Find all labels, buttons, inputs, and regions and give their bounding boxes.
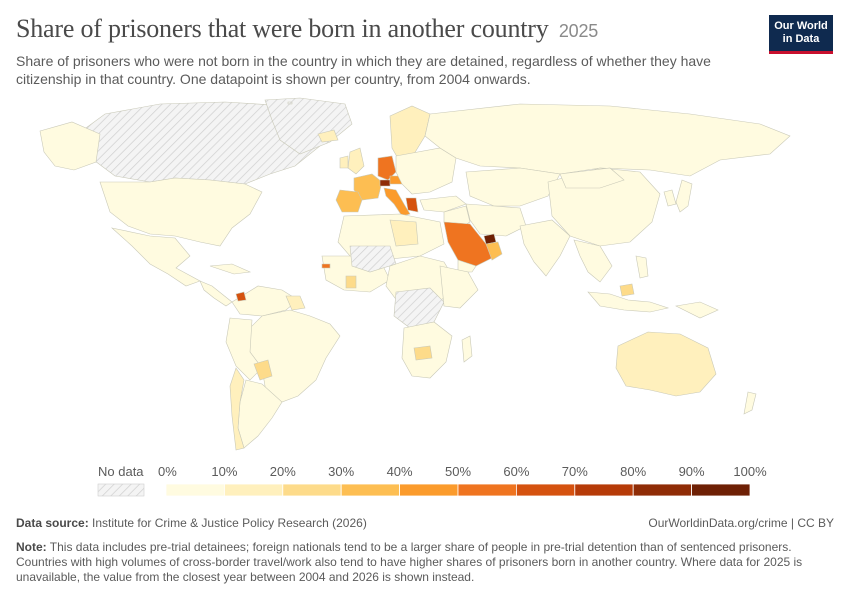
region-papua[interactable] bbox=[675, 301, 719, 319]
legend-ticks: 0% 10% 20% 30% 40% 50% 60% 70% 80% 90% 100% bbox=[158, 464, 767, 479]
region-alaska[interactable] bbox=[39, 121, 101, 171]
legend-swatch[interactable] bbox=[165, 483, 225, 497]
legend-swatch[interactable] bbox=[574, 483, 634, 497]
source-label: Data source: bbox=[16, 516, 89, 530]
logo-line-2: in Data bbox=[782, 33, 820, 45]
note-text: This data includes pre-trial detainees; … bbox=[16, 540, 803, 584]
legend-swatch[interactable] bbox=[340, 483, 401, 497]
region-antarctica-fragment bbox=[287, 101, 293, 105]
region-guianas[interactable] bbox=[285, 295, 306, 311]
region-switzerland[interactable] bbox=[379, 179, 391, 187]
region-turkey[interactable] bbox=[419, 195, 467, 213]
source-link[interactable]: OurWorldinData.org/crime | CC BY bbox=[648, 516, 834, 530]
region-saudi-arabia[interactable] bbox=[443, 221, 493, 267]
region-india[interactable] bbox=[519, 219, 571, 277]
chart-title: Share of prisoners that were born in ano… bbox=[16, 14, 756, 44]
chart-subtitle: Share of prisoners who were not born in … bbox=[16, 53, 711, 87]
legend-swatch[interactable] bbox=[632, 483, 693, 497]
legend-swatch[interactable] bbox=[282, 483, 342, 497]
region-oman[interactable] bbox=[485, 241, 503, 261]
region-ghana[interactable] bbox=[345, 275, 357, 289]
legend-tick-label: 60% bbox=[503, 464, 529, 479]
region-east-africa[interactable] bbox=[439, 265, 479, 309]
region-peru-bolivia[interactable] bbox=[225, 317, 263, 381]
region-philippines[interactable] bbox=[635, 255, 649, 279]
legend-tick-label: 40% bbox=[387, 464, 413, 479]
region-yemen[interactable] bbox=[457, 259, 477, 273]
region-cuba[interactable] bbox=[209, 263, 252, 275]
legend-tick-label: 0% bbox=[158, 464, 177, 479]
region-canada[interactable] bbox=[74, 101, 326, 185]
title-year: 2025 bbox=[558, 21, 599, 41]
region-senegal[interactable] bbox=[321, 263, 331, 269]
owid-logo[interactable]: Our World in Data bbox=[769, 15, 833, 54]
region-malaysia[interactable] bbox=[619, 283, 635, 297]
region-french-guiana[interactable] bbox=[235, 291, 247, 302]
region-usa[interactable] bbox=[99, 177, 263, 247]
note-label: Note: bbox=[16, 540, 47, 554]
legend-tick-label: 10% bbox=[211, 464, 237, 479]
region-uk[interactable] bbox=[347, 147, 365, 175]
legend-svg: No data 0% 10% 20% 30% 40% 50% 60% 70% 80% 90% 100… bbox=[97, 464, 767, 497]
data-source: Data source: Institute for Crime & Justi… bbox=[16, 516, 367, 531]
region-iceland[interactable] bbox=[317, 129, 339, 143]
region-france[interactable] bbox=[353, 173, 383, 201]
chart-footer: Data source: Institute for Crime & Justi… bbox=[16, 516, 834, 585]
title-text: Share of prisoners that were born in ano… bbox=[16, 14, 549, 43]
chart-note: Note: This data includes pre-trial detai… bbox=[16, 540, 834, 585]
region-southeast-asia[interactable] bbox=[573, 239, 613, 283]
region-central-asia[interactable] bbox=[465, 167, 561, 207]
legend-swatch[interactable] bbox=[691, 483, 751, 497]
legend-tick-label: 50% bbox=[445, 464, 471, 479]
region-chile[interactable] bbox=[229, 367, 245, 451]
world-map-svg bbox=[39, 97, 791, 451]
legend-tick-label: 70% bbox=[562, 464, 588, 479]
footer-source-row: Data source: Institute for Crime & Justi… bbox=[16, 516, 834, 531]
region-madagascar[interactable] bbox=[461, 335, 473, 363]
region-new-zealand[interactable] bbox=[743, 391, 757, 415]
legend-tick-label: 100% bbox=[733, 464, 767, 479]
region-ireland[interactable] bbox=[339, 155, 349, 169]
legend-swatch[interactable] bbox=[223, 483, 284, 497]
region-iran-afghanistan[interactable] bbox=[465, 203, 527, 237]
region-russia[interactable] bbox=[424, 103, 791, 177]
region-iberia[interactable] bbox=[335, 189, 363, 213]
logo-line-1: Our World bbox=[774, 20, 828, 32]
region-eastern-europe[interactable] bbox=[395, 147, 457, 195]
legend-no-data-label: No data bbox=[98, 464, 144, 479]
color-legend: No data 0% 10% 20% 30% 40% 50% 60% 70% 80% 90% 100… bbox=[0, 462, 850, 502]
region-sahel-nodata[interactable] bbox=[349, 245, 397, 273]
region-italy[interactable] bbox=[383, 187, 411, 217]
region-mongolia[interactable] bbox=[559, 167, 625, 189]
legend-tick-label: 30% bbox=[328, 464, 354, 479]
region-greece[interactable] bbox=[405, 197, 419, 213]
legend-swatch[interactable] bbox=[516, 483, 576, 497]
region-indonesia[interactable] bbox=[587, 291, 670, 313]
legend-swatch[interactable] bbox=[457, 483, 517, 497]
region-paraguay[interactable] bbox=[253, 359, 273, 381]
legend-swatches bbox=[165, 483, 751, 497]
legend-tick-label: 20% bbox=[270, 464, 296, 479]
region-libya[interactable] bbox=[389, 219, 419, 247]
world-map bbox=[0, 96, 850, 456]
source-text: Institute for Crime & Justice Policy Res… bbox=[92, 516, 367, 530]
region-scandinavia[interactable] bbox=[389, 105, 431, 163]
region-australia[interactable] bbox=[615, 331, 717, 397]
legend-tick-label: 80% bbox=[620, 464, 646, 479]
region-botswana[interactable] bbox=[413, 345, 433, 361]
region-uae[interactable] bbox=[483, 233, 497, 245]
legend-tick-label: 90% bbox=[679, 464, 705, 479]
region-korea-japan[interactable] bbox=[663, 179, 693, 213]
legend-no-data-swatch bbox=[97, 483, 145, 497]
region-central-america[interactable] bbox=[199, 280, 233, 307]
legend-swatch[interactable] bbox=[399, 483, 459, 497]
